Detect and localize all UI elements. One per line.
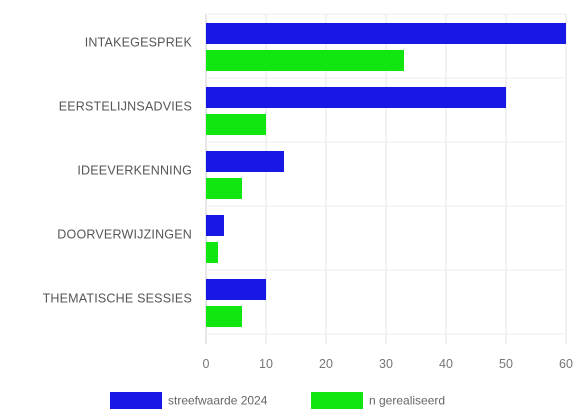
bar-target-doorverwijzingen[interactable]: [206, 215, 224, 236]
legend-swatch-realized[interactable]: [311, 392, 363, 409]
legend: streefwaarde 2024 n gerealiseerd: [110, 392, 445, 409]
bar-realized-doorverwijzingen[interactable]: [206, 242, 218, 263]
bar-realized-eerstelijnsadvies[interactable]: [206, 114, 266, 135]
category-label: EERSTELIJNSADVIES: [59, 99, 192, 113]
bar-target-ideeverkenning[interactable]: [206, 151, 284, 172]
legend-swatch-target[interactable]: [110, 392, 162, 409]
bar-target-intakegesprek[interactable]: [206, 23, 566, 44]
x-tick-label: 50: [499, 357, 513, 371]
legend-label-target[interactable]: streefwaarde 2024: [168, 394, 268, 408]
x-tick-label: 30: [379, 357, 393, 371]
bar-realized-ideeverkenning[interactable]: [206, 178, 242, 199]
category-label: IDEEVERKENNING: [77, 163, 192, 177]
category-label: DOORVERWIJZINGEN: [57, 227, 192, 241]
category-label: INTAKEGESPREK: [85, 35, 193, 49]
bar-target-eerstelijnsadvies[interactable]: [206, 87, 506, 108]
x-tick-label: 60: [559, 357, 573, 371]
category-labels: INTAKEGESPREK EERSTELIJNSADVIES IDEEVERKEN…: [43, 35, 193, 305]
category-label: THEMATISCHE SESSIES: [43, 291, 192, 305]
bar-realized-thematische-sessies[interactable]: [206, 306, 242, 327]
bar-realized-intakegesprek[interactable]: [206, 50, 404, 71]
x-tick-label: 20: [319, 357, 333, 371]
x-axis-ticks: 0 10 20 30 40 50 60: [203, 357, 573, 371]
x-tick-label: 0: [203, 357, 210, 371]
x-tick-label: 10: [259, 357, 273, 371]
legend-label-realized[interactable]: n gerealiseerd: [369, 394, 445, 408]
x-tick-label: 40: [439, 357, 453, 371]
bar-target-thematische-sessies[interactable]: [206, 279, 266, 300]
